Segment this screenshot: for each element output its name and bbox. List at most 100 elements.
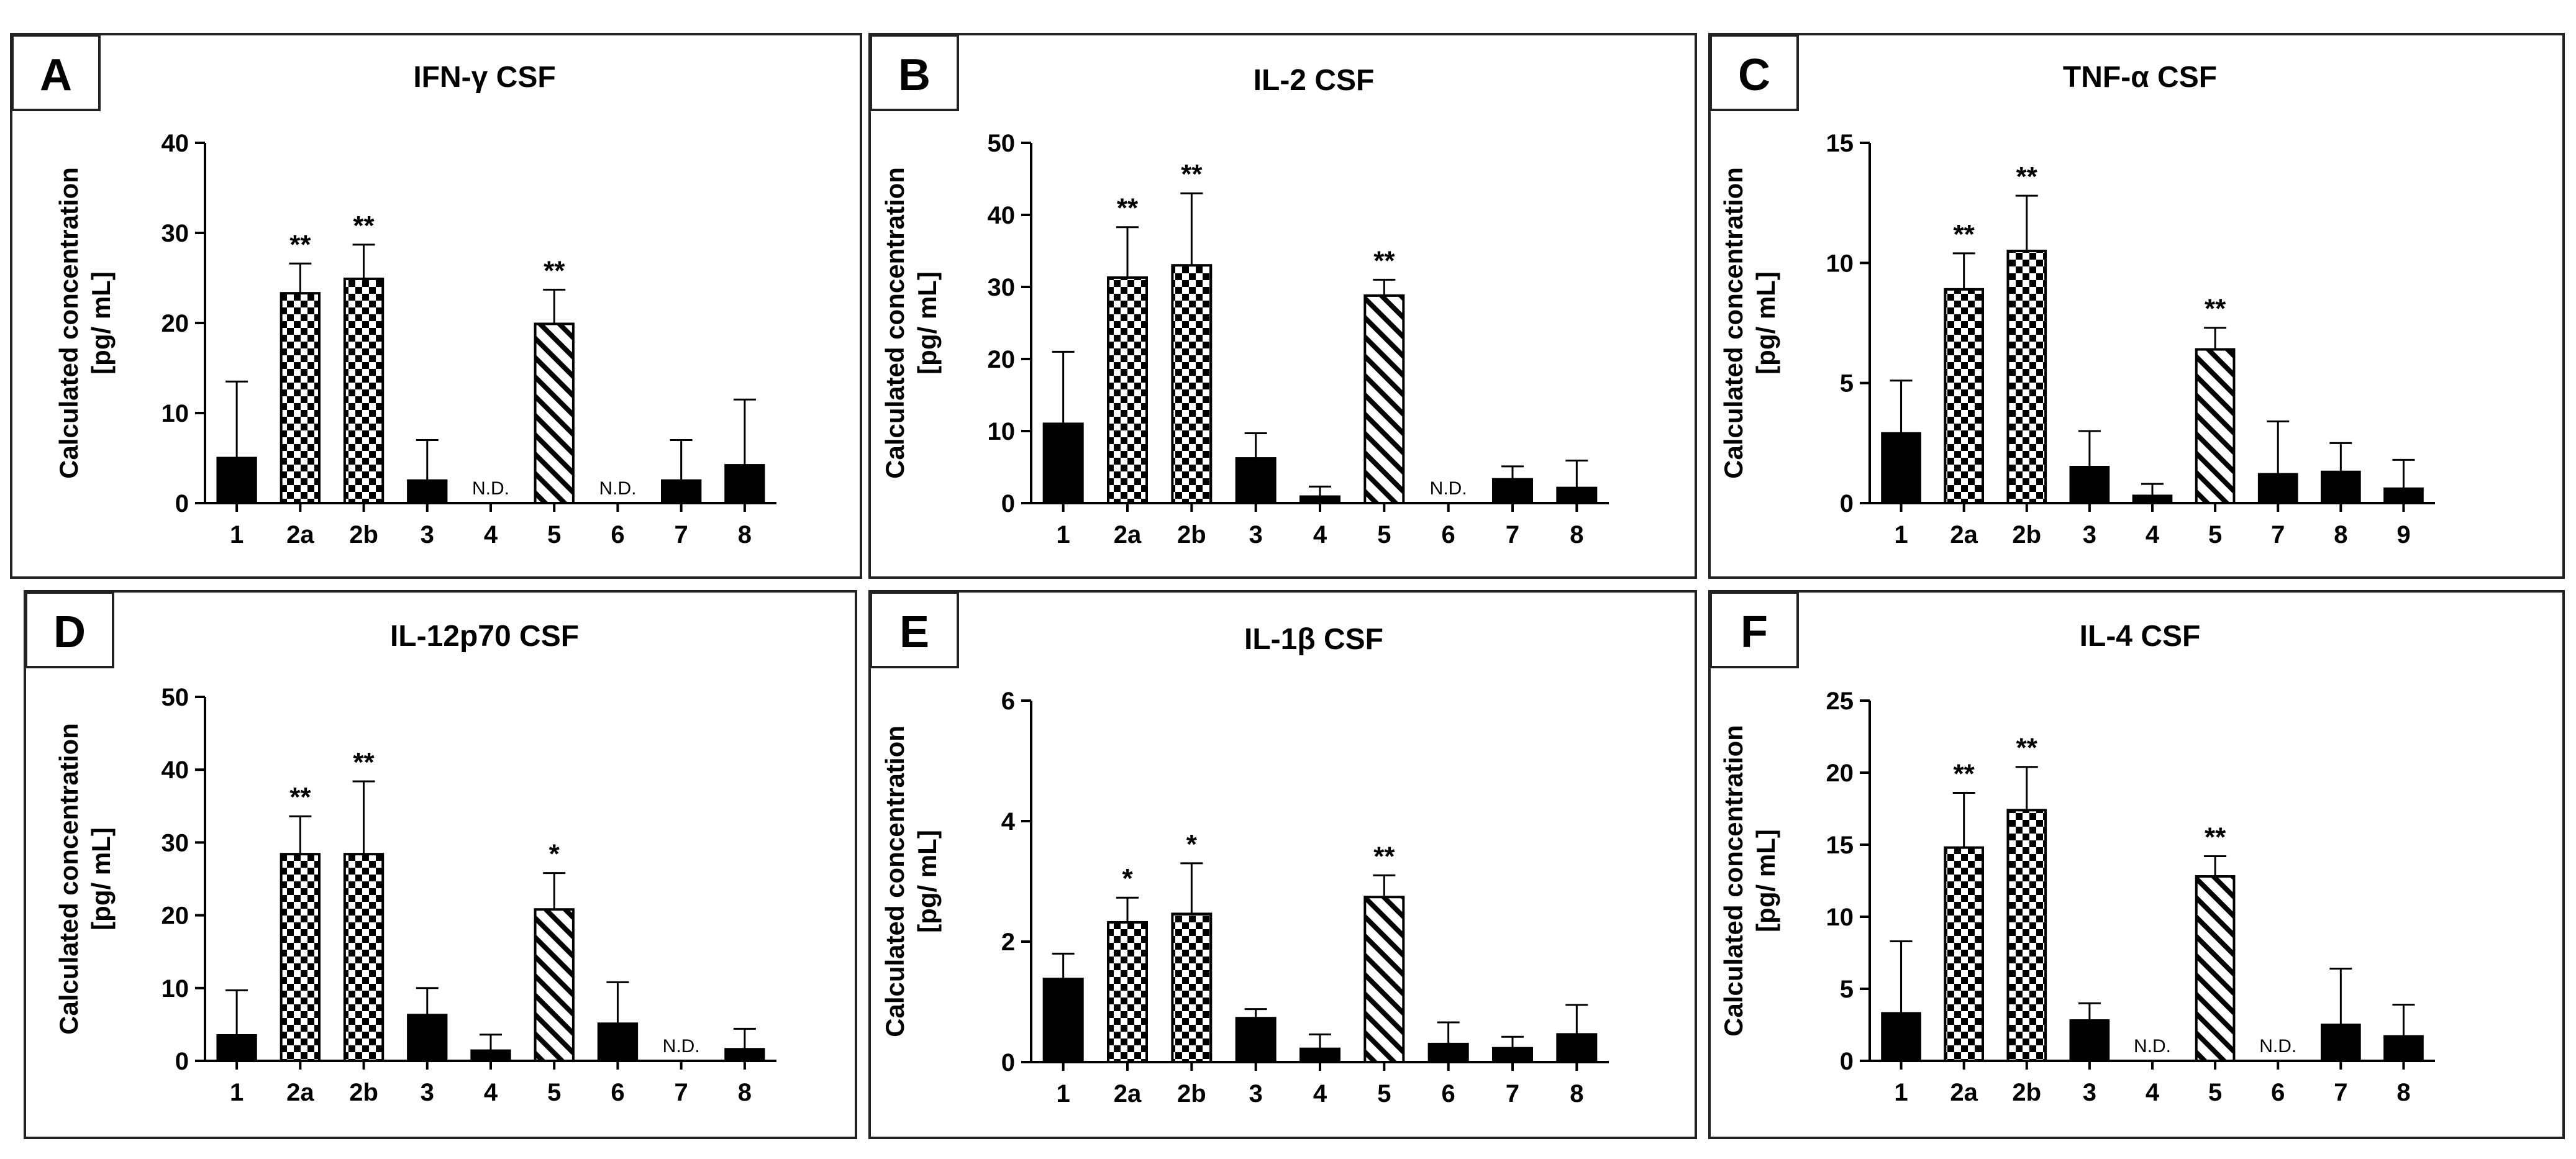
bar xyxy=(1427,1042,1469,1064)
significance-label: ** xyxy=(1954,758,1975,789)
x-tick-label: 9 xyxy=(2396,521,2410,548)
bar xyxy=(2321,1024,2361,1062)
x-tick-label: 1 xyxy=(1894,521,1908,548)
bar xyxy=(534,908,575,1062)
bar xyxy=(1235,1017,1277,1063)
significance-label: * xyxy=(549,839,560,870)
panel-c: C TNF-α CSF Calculated concentration [pg/ m… xyxy=(1708,33,2565,579)
x-tick-label: 8 xyxy=(1570,1080,1583,1107)
x-tick-label: 5 xyxy=(547,1079,561,1106)
x-tick-label: 6 xyxy=(1442,521,1455,548)
x-tick-label: 4 xyxy=(484,521,498,548)
y-tick-label: 30 xyxy=(162,220,189,247)
y-axis-label: Calculated concentration xyxy=(1719,167,1748,479)
bar xyxy=(280,292,321,504)
panel-f: F IL-4 CSF Calculated concentration [pg/ mL… xyxy=(1708,590,2565,1139)
panel-letter: E xyxy=(899,607,929,657)
x-tick-label: 1 xyxy=(230,521,243,548)
x-tick-label: 5 xyxy=(2208,521,2222,548)
significance-label: ** xyxy=(289,782,311,812)
bar xyxy=(1944,288,1984,504)
panel-letter-box xyxy=(870,34,959,111)
panel-letter-box xyxy=(1709,591,1799,668)
bar xyxy=(2321,470,2361,505)
panel-letter: B xyxy=(898,50,931,100)
panel-b: B IL-2 CSF Calculated concentration [pg/ mL… xyxy=(868,33,1697,579)
y-axis-label: Calculated concentration xyxy=(880,725,909,1037)
significance-label: ** xyxy=(2016,161,2038,192)
bar xyxy=(2383,1035,2424,1063)
significance-label: ** xyxy=(1954,219,1975,250)
chart-title: IL-2 CSF xyxy=(1254,64,1375,97)
bar xyxy=(343,277,385,504)
x-tick-label: 2a xyxy=(1114,1080,1142,1107)
panel-letter: C xyxy=(1738,50,1770,100)
y-tick-label: 20 xyxy=(162,310,189,337)
x-tick-label: 2a xyxy=(1950,521,1978,548)
x-tick-label: 2b xyxy=(1177,521,1206,548)
bar xyxy=(534,322,575,504)
bar xyxy=(2069,466,2110,504)
x-tick-label: 6 xyxy=(2271,1079,2285,1106)
y-tick-label: 40 xyxy=(162,130,189,157)
significance-label: * xyxy=(1186,829,1198,860)
x-tick-label: 5 xyxy=(2208,1079,2222,1106)
nd-label: N.D. xyxy=(599,478,636,499)
y-axis-unit-label: [pg/ mL] xyxy=(86,271,116,375)
nd-label: N.D. xyxy=(663,1036,700,1057)
y-tick-label: 25 xyxy=(1826,688,1854,715)
y-tick-label: 20 xyxy=(1826,760,1854,787)
x-tick-label: 2a xyxy=(1114,521,1142,548)
x-tick-label: 4 xyxy=(1313,521,1327,548)
x-tick-label: 2b xyxy=(349,521,378,548)
significance-label: ** xyxy=(353,747,375,778)
x-tick-label: 2b xyxy=(349,1079,378,1106)
chart-title: IFN-γ CSF xyxy=(413,61,555,94)
x-tick-label: 6 xyxy=(611,521,624,548)
panel-frame xyxy=(1708,33,2565,579)
y-tick-label: 15 xyxy=(1826,832,1854,859)
bar xyxy=(1492,1047,1533,1063)
nd-label: N.D. xyxy=(2259,1036,2296,1057)
bar xyxy=(1235,457,1277,505)
nd-label: N.D. xyxy=(472,478,509,499)
panel-frame xyxy=(24,590,857,1139)
y-tick-label: 20 xyxy=(162,902,189,930)
bar xyxy=(1881,432,1921,504)
y-tick-label: 10 xyxy=(1826,904,1854,931)
y-tick-label: 10 xyxy=(988,418,1016,445)
x-tick-label: 5 xyxy=(547,521,561,548)
y-axis-unit-label: [pg/ mL] xyxy=(86,827,116,930)
y-tick-label: 0 xyxy=(1840,490,1854,517)
x-tick-label: 1 xyxy=(1057,1080,1070,1107)
significance-label: ** xyxy=(1373,245,1395,276)
panel-letter-box xyxy=(11,34,101,111)
significance-label: ** xyxy=(2205,822,2226,853)
y-axis-unit-label: [pg/ mL] xyxy=(1751,829,1780,932)
y-tick-label: 30 xyxy=(162,829,189,857)
bar xyxy=(280,853,321,1062)
panel-frame xyxy=(1708,590,2565,1139)
bar xyxy=(470,1049,511,1063)
panel-d: D IL-12p70 CSF Calculated concentration [pg… xyxy=(24,590,857,1139)
bar xyxy=(343,853,385,1062)
bar xyxy=(1171,912,1213,1063)
y-tick-label: 10 xyxy=(162,975,189,1002)
panel-letter-box xyxy=(870,591,959,668)
panel-letter: A xyxy=(40,50,72,100)
y-tick-label: 5 xyxy=(1840,370,1854,398)
bar xyxy=(724,1048,765,1063)
x-tick-label: 4 xyxy=(2146,1079,2160,1106)
y-axis-unit-label: [pg/ mL] xyxy=(913,271,942,375)
significance-label: ** xyxy=(2016,733,2038,763)
x-tick-label: 6 xyxy=(1442,1080,1455,1107)
bar xyxy=(2006,250,2047,504)
chart-title: TNF-α CSF xyxy=(2063,61,2217,94)
x-tick-label: 1 xyxy=(1057,521,1070,548)
bar xyxy=(661,479,702,504)
panel-letter: F xyxy=(1741,607,1768,657)
y-tick-label: 2 xyxy=(1001,929,1015,956)
bar xyxy=(1171,264,1213,504)
y-tick-label: 15 xyxy=(1826,130,1854,157)
x-tick-label: 3 xyxy=(1249,1080,1263,1107)
